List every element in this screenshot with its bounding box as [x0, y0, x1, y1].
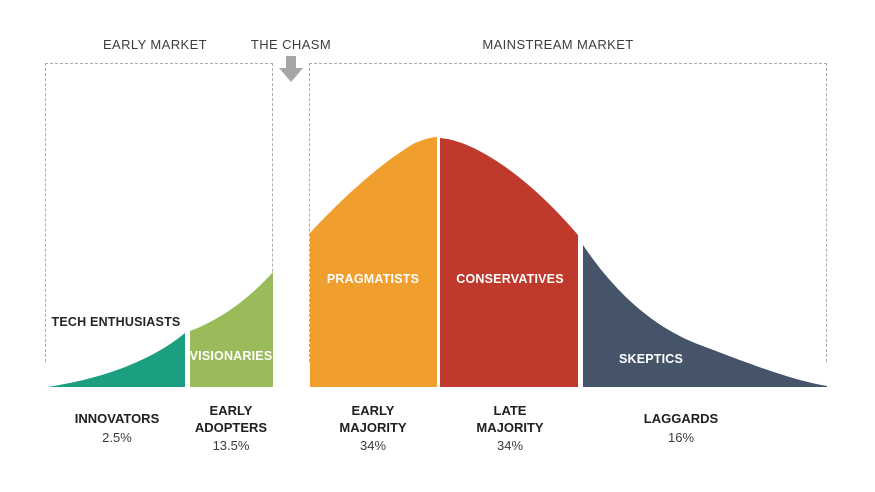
early-majority-name: EARLY MAJORITY: [339, 402, 407, 435]
segment-laggards: [583, 245, 827, 387]
skeptics-label: SKEPTICS: [618, 352, 684, 366]
segment-innovators: [47, 333, 185, 387]
late-majority-percent: 34%: [496, 438, 524, 454]
early-adopters-percent: 13.5%: [212, 438, 250, 454]
innovators-name: INNOVATORS: [74, 411, 160, 427]
pragmatists-label: PRAGMATISTS: [326, 272, 420, 286]
arrow-down-shape: [279, 56, 303, 82]
innovators-caption: INNOVATORS 2.5%: [47, 401, 187, 455]
mainstream-market-label: MAINSTREAM MARKET: [482, 37, 634, 52]
tech-enthusiasts-label: TECH ENTHUSIASTS: [51, 315, 181, 329]
late-majority-name: LATE MAJORITY: [476, 402, 544, 435]
innovators-percent: 2.5%: [102, 429, 132, 445]
early-adopters-caption: EARLY ADOPTERS 13.5%: [161, 401, 301, 455]
laggards-name: LAGGARDS: [643, 411, 719, 427]
early-adopters-name: EARLY ADOPTERS: [194, 402, 268, 435]
segment-early-adopters: [190, 272, 273, 387]
early-majority-percent: 34%: [359, 438, 387, 454]
early-market-label: EARLY MARKET: [102, 37, 207, 52]
mainstream-market-region: [309, 63, 827, 362]
arrow-down-icon: [279, 56, 303, 82]
visionaries-label: VISIONARIES: [189, 349, 273, 363]
chasm-label: THE CHASM: [250, 37, 332, 52]
segment-late-majority: [440, 138, 578, 387]
early-majority-caption: EARLY MAJORITY 34%: [303, 401, 443, 455]
segment-early-majority: [310, 137, 437, 387]
conservatives-label: CONSERVATIVES: [456, 272, 564, 286]
late-majority-caption: LATE MAJORITY 34%: [440, 401, 580, 455]
laggards-caption: LAGGARDS 16%: [611, 401, 751, 455]
early-market-region: [45, 63, 273, 362]
laggards-percent: 16%: [667, 429, 695, 445]
